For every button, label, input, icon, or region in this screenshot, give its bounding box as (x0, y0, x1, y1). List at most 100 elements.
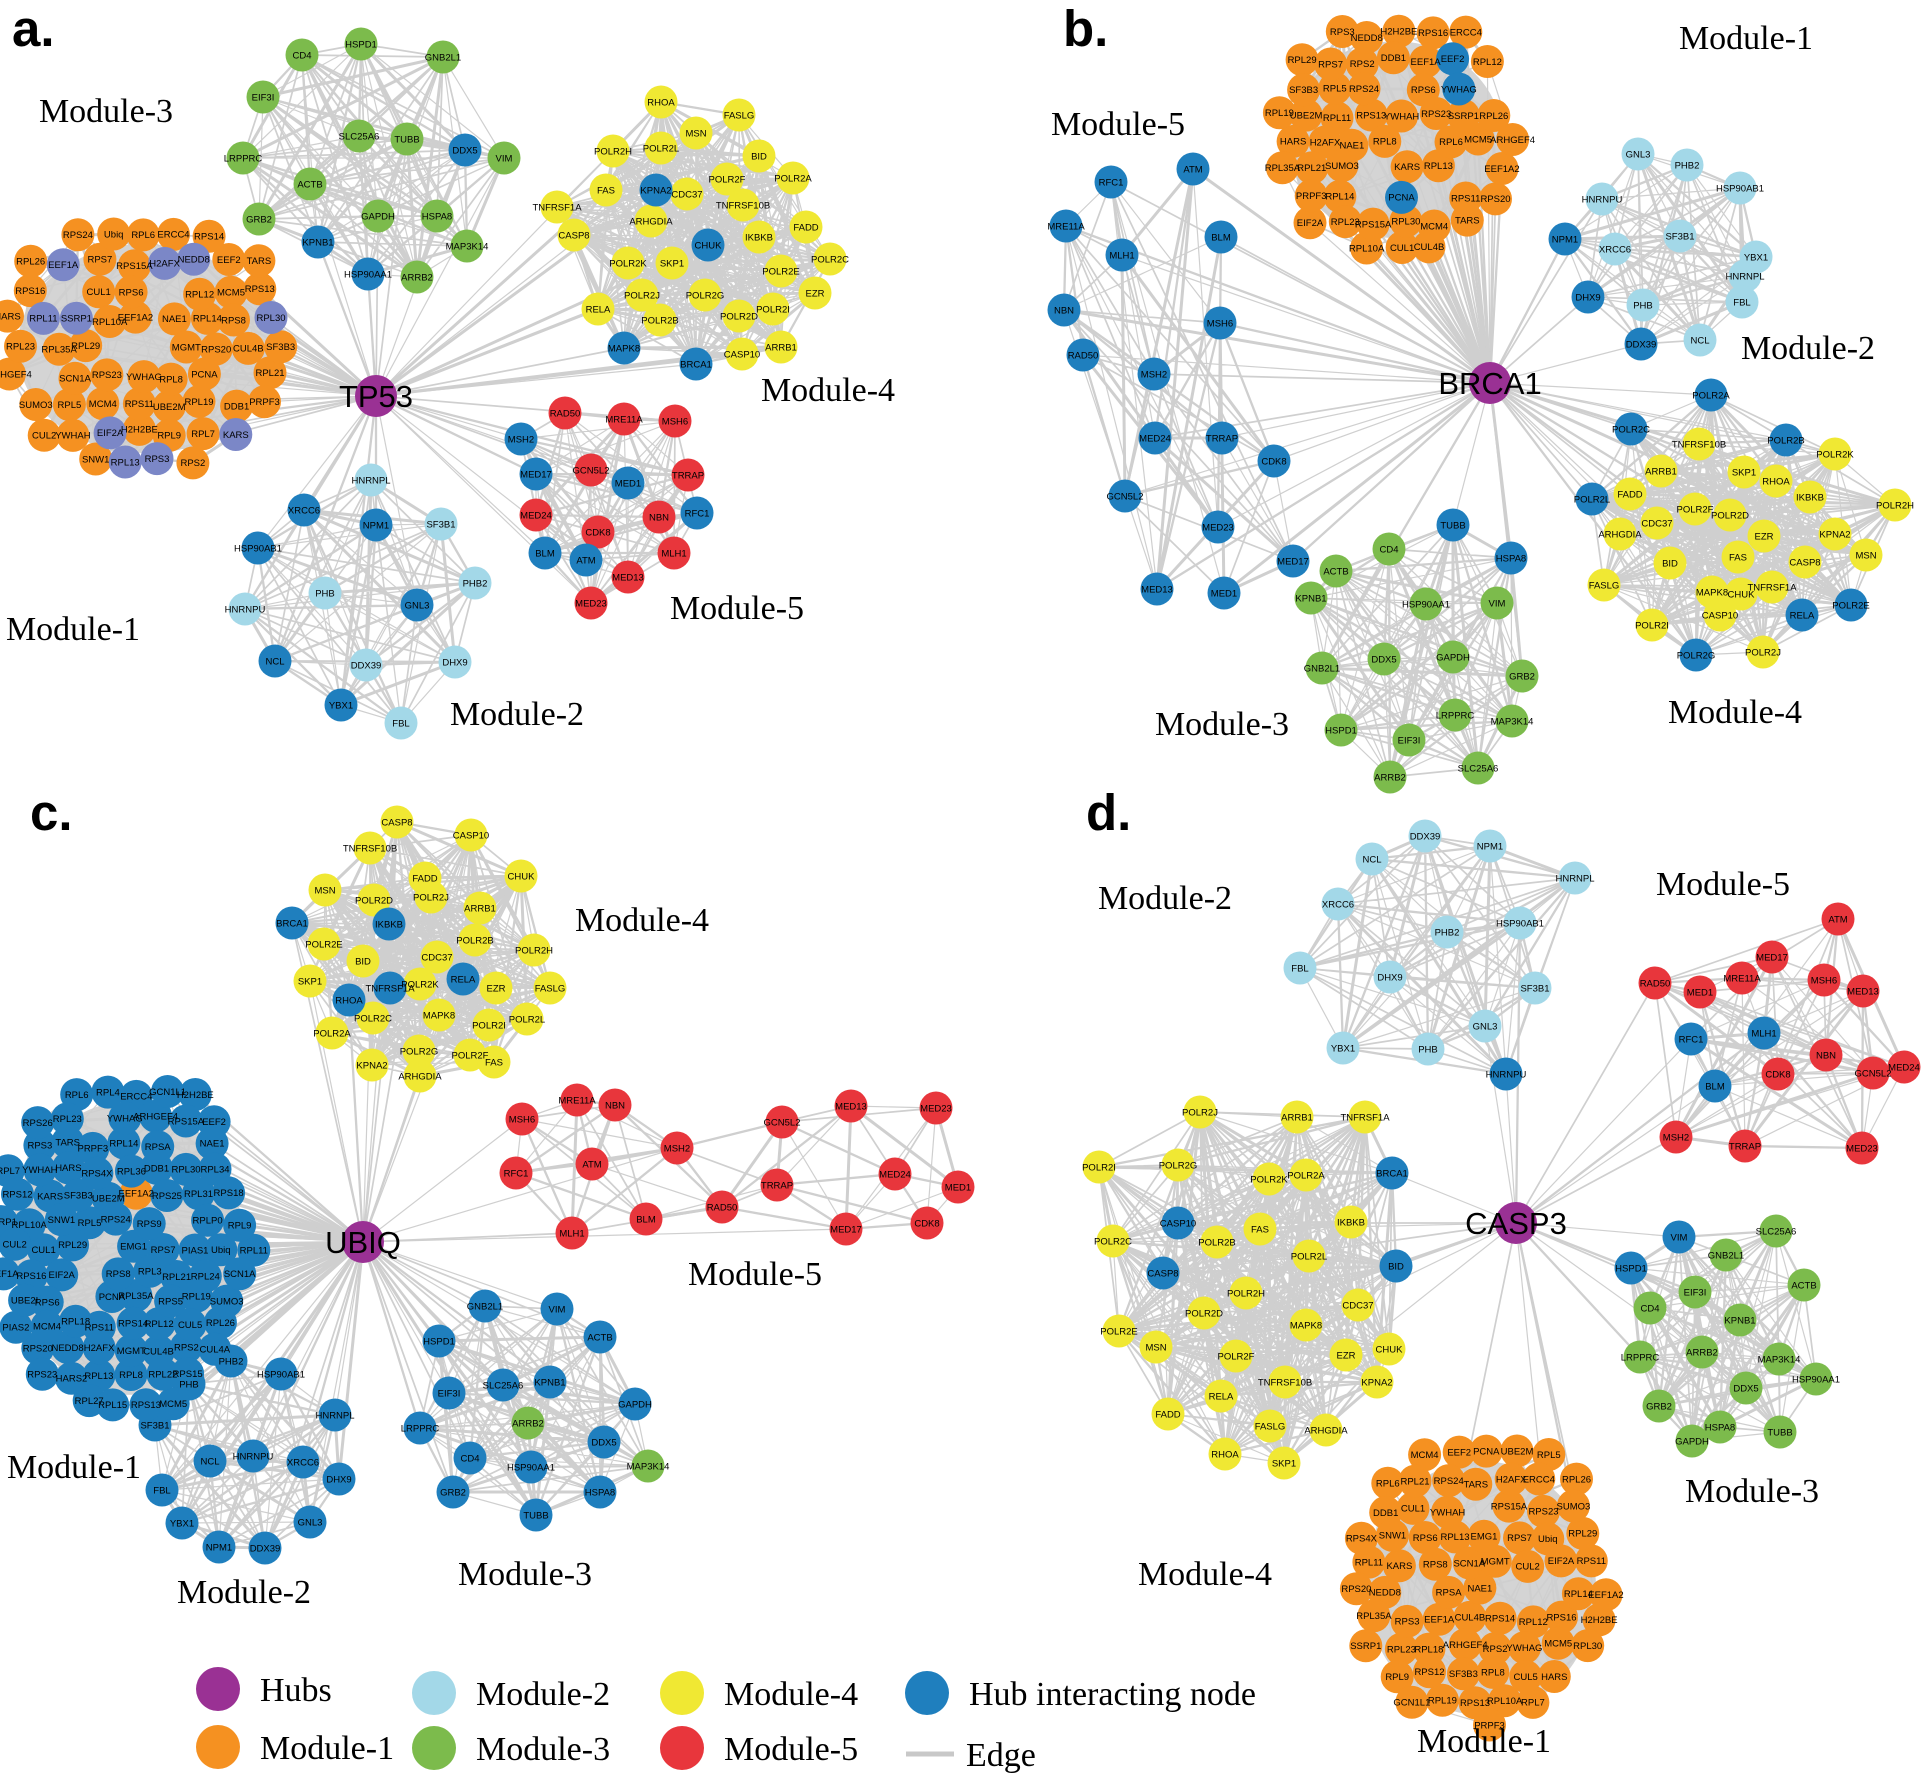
svg-text:KARS: KARS (223, 430, 249, 441)
svg-text:POLR2D: POLR2D (720, 311, 758, 322)
svg-text:MSN: MSN (685, 128, 706, 139)
svg-text:Module-1: Module-1 (1417, 1723, 1551, 1760)
svg-text:MED17: MED17 (520, 469, 552, 480)
svg-text:CD4: CD4 (292, 50, 311, 61)
svg-text:NCL: NCL (200, 1456, 219, 1467)
svg-text:EEF2: EEF2 (217, 255, 241, 266)
svg-text:FBL: FBL (1733, 297, 1750, 308)
svg-text:RPS13: RPS13 (1356, 110, 1386, 121)
svg-text:POLR2F: POLR2F (709, 174, 746, 185)
svg-text:BRCA1: BRCA1 (276, 918, 308, 929)
svg-text:LRPPRC: LRPPRC (1621, 1352, 1660, 1363)
svg-text:FASLG: FASLG (1255, 1421, 1286, 1432)
svg-text:MSN: MSN (1855, 550, 1876, 561)
svg-text:PRPF3: PRPF3 (77, 1144, 108, 1155)
svg-text:MED1: MED1 (615, 478, 641, 489)
svg-text:CASP10: CASP10 (724, 349, 760, 360)
svg-text:SCN1A: SCN1A (59, 374, 91, 385)
svg-text:RPS23: RPS23 (27, 1370, 57, 1381)
svg-text:NBN: NBN (1054, 305, 1074, 316)
svg-text:CDK8: CDK8 (1261, 456, 1286, 467)
svg-text:Module-5: Module-5 (1051, 106, 1185, 143)
svg-text:MLH1: MLH1 (559, 1228, 584, 1239)
svg-text:MSN: MSN (1145, 1342, 1166, 1353)
svg-text:HARS: HARS (1541, 1672, 1567, 1683)
svg-text:HSP90AA1: HSP90AA1 (1792, 1374, 1840, 1385)
svg-text:RPL29: RPL29 (71, 341, 100, 352)
svg-text:RFC1: RFC1 (1679, 1034, 1704, 1045)
svg-text:MED13: MED13 (1141, 584, 1173, 595)
svg-text:EIF3I: EIF3I (1398, 735, 1421, 746)
svg-text:Module-5: Module-5 (670, 590, 804, 627)
svg-text:MED24: MED24 (1888, 1062, 1920, 1073)
svg-text:TNFRSF10B: TNFRSF10B (1672, 439, 1726, 450)
svg-text:HSPA8: HSPA8 (1496, 553, 1526, 564)
svg-text:Module-3: Module-3 (476, 1731, 610, 1768)
svg-text:POLR2C: POLR2C (1612, 424, 1650, 435)
svg-text:RELA: RELA (451, 974, 476, 985)
svg-text:RPL8: RPL8 (119, 1370, 143, 1381)
svg-text:TNFRSF1A: TNFRSF1A (532, 202, 582, 213)
svg-text:RPS16: RPS16 (1418, 28, 1448, 39)
svg-text:TARS: TARS (1455, 215, 1480, 226)
svg-text:MED1: MED1 (1211, 588, 1237, 599)
svg-text:SKP1: SKP1 (1272, 1458, 1296, 1469)
svg-text:Module-3: Module-3 (39, 93, 173, 130)
svg-text:POLR2H: POLR2H (594, 146, 632, 157)
svg-text:RHOA: RHOA (647, 97, 675, 108)
svg-text:EEF2: EEF2 (1441, 54, 1465, 65)
svg-text:XRCC6: XRCC6 (287, 1457, 319, 1468)
svg-text:POLR2H: POLR2H (1876, 500, 1914, 511)
svg-text:RPL14: RPL14 (193, 314, 222, 325)
svg-text:TRRAP: TRRAP (672, 470, 704, 481)
svg-text:ARHGDIA: ARHGDIA (398, 1071, 442, 1082)
svg-text:RPL36: RPL36 (117, 1166, 146, 1177)
svg-text:DDB1: DDB1 (1373, 1508, 1398, 1519)
svg-text:KPNA2: KPNA2 (1361, 1377, 1392, 1388)
svg-text:VIM: VIM (1489, 598, 1506, 609)
svg-text:CASP10: CASP10 (1702, 610, 1738, 621)
svg-text:NCL: NCL (1362, 854, 1381, 865)
svg-text:EIF2A: EIF2A (97, 428, 124, 439)
svg-text:CASP8: CASP8 (558, 230, 589, 241)
svg-text:EEF1A2: EEF1A2 (1588, 1590, 1623, 1601)
svg-text:POLR2I: POLR2I (1082, 1162, 1116, 1173)
svg-text:MRE11A: MRE11A (1723, 973, 1761, 984)
svg-text:CDC37: CDC37 (1641, 518, 1672, 529)
svg-text:RPS20: RPS20 (1341, 1584, 1371, 1595)
svg-text:HNRNPU: HNRNPU (1486, 1069, 1527, 1080)
svg-text:POLR2H: POLR2H (1227, 1288, 1265, 1299)
svg-text:HNRNPL: HNRNPL (1555, 873, 1594, 884)
svg-text:HSP90AA1: HSP90AA1 (1402, 599, 1450, 610)
svg-text:RPL14: RPL14 (1325, 192, 1354, 203)
svg-text:RPL5: RPL5 (78, 1218, 102, 1229)
svg-text:POLR2K: POLR2K (1250, 1174, 1288, 1185)
svg-text:EZR: EZR (1337, 1350, 1356, 1361)
svg-text:SF3B1: SF3B1 (1520, 983, 1549, 994)
svg-text:ACTB: ACTB (1791, 1280, 1816, 1291)
svg-text:MED24: MED24 (879, 1169, 911, 1180)
svg-text:CUL2: CUL2 (3, 1240, 27, 1251)
svg-text:RPL30: RPL30 (1573, 1641, 1602, 1652)
svg-text:CDC37: CDC37 (671, 189, 702, 200)
svg-text:Module-4: Module-4 (1668, 694, 1802, 731)
svg-text:RPS26: RPS26 (23, 1118, 53, 1129)
svg-text:ACTB: ACTB (587, 1332, 612, 1343)
svg-text:YBX1: YBX1 (1331, 1043, 1355, 1054)
svg-text:RPS12: RPS12 (1414, 1667, 1444, 1678)
svg-text:RPL35A: RPL35A (118, 1291, 154, 1302)
svg-text:EEF1A2: EEF1A2 (118, 312, 153, 323)
svg-text:CUL1: CUL1 (1401, 1504, 1425, 1515)
svg-text:RPL5: RPL5 (1323, 84, 1347, 95)
svg-text:H2AFX: H2AFX (1310, 137, 1341, 148)
svg-text:RPS15A: RPS15A (116, 261, 153, 272)
svg-text:RPL35A: RPL35A (1356, 1611, 1392, 1622)
svg-text:NEDD8: NEDD8 (51, 1343, 83, 1354)
svg-text:Module-3: Module-3 (1685, 1473, 1819, 1510)
svg-text:RPS14: RPS14 (194, 232, 224, 243)
svg-text:RPL26: RPL26 (1562, 1474, 1591, 1485)
svg-text:MSH6: MSH6 (662, 416, 688, 427)
svg-text:XRCC6: XRCC6 (288, 505, 320, 516)
svg-text:FAS: FAS (1251, 1224, 1269, 1235)
svg-text:RPL10A: RPL10A (12, 1220, 48, 1231)
